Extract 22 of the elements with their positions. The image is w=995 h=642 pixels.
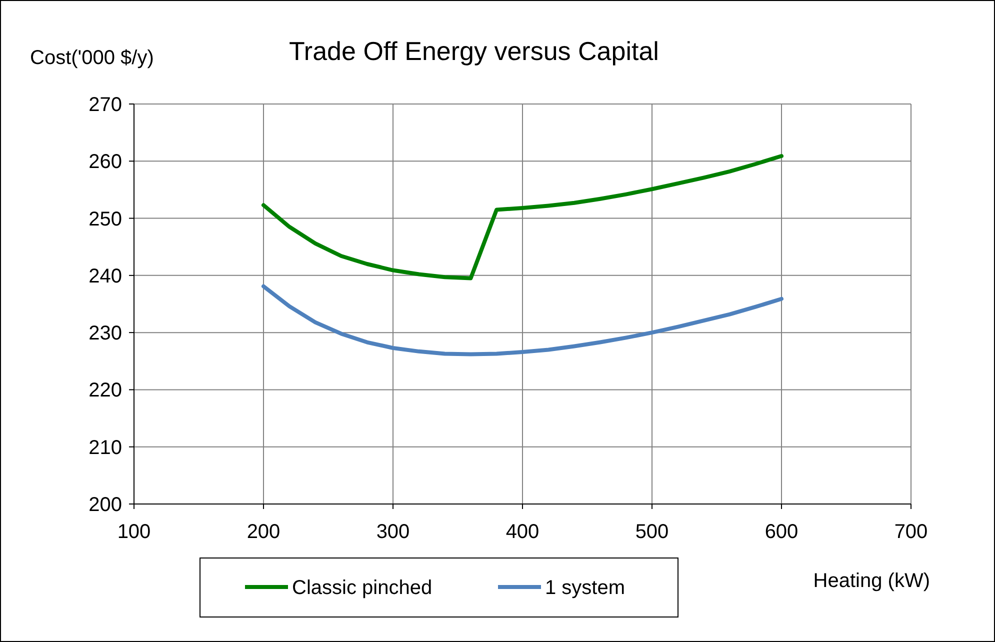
x-tick-label: 300 [376,521,410,543]
x-tick-label: 200 [246,521,280,543]
legend-label: Classic pinched [292,577,432,599]
line-series [262,154,784,280]
y-tick-label: 220 [88,380,122,402]
y-tick-label: 270 [88,94,122,116]
y-axis-title: Cost('000 $/y) [30,47,154,69]
chart-title: Trade Off Energy versus Capital [289,36,659,66]
x-tick-label: 600 [764,521,798,543]
y-tick-label: 250 [88,208,122,230]
y-tick-label: 210 [88,436,122,459]
y-tick-label: 260 [88,151,122,174]
x-tick-label: 700 [894,521,928,543]
x-tick-label: 100 [117,521,151,543]
line-series [262,284,784,356]
legend-label: 1 system [545,577,626,599]
x-tick-label: 400 [506,521,540,543]
x-tick-label: 500 [635,521,669,543]
y-tick-label: 240 [88,265,122,288]
x-axis-title: Heating (kW) [813,570,930,592]
y-tick-label: 200 [88,494,122,516]
y-tick-label: 230 [88,322,122,345]
